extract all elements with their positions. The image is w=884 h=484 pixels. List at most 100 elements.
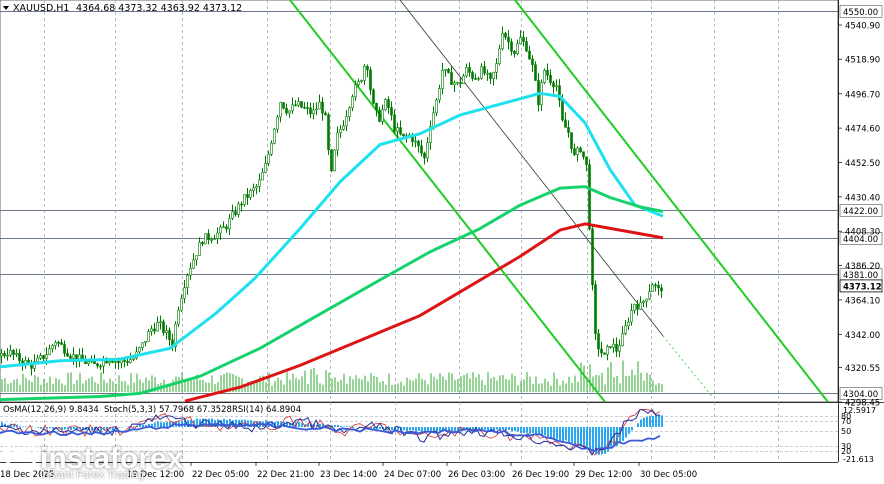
osma-histogram-bar: [496, 427, 498, 430]
osma-histogram-bar: [196, 418, 198, 427]
candle-body: [453, 82, 456, 85]
candle-body: [372, 89, 375, 104]
candle-body: [15, 353, 18, 355]
osma-histogram-bar: [352, 427, 354, 429]
channel-line[interactable]: [514, 0, 829, 403]
candle-body: [147, 331, 150, 342]
candle: [396, 122, 399, 139]
candle-body: [165, 330, 168, 334]
osma-histogram-bar: [376, 427, 378, 429]
osma-histogram-bar: [370, 427, 372, 430]
osma-histogram-bar: [505, 427, 507, 432]
candle-body: [252, 187, 255, 191]
osma-histogram-bar: [655, 414, 657, 427]
candle: [369, 66, 372, 96]
candle-body: [318, 101, 321, 110]
osma-histogram-bar: [571, 427, 573, 444]
osma-label: OsMA(12,26,9) 9.8434: [3, 405, 99, 415]
osma-histogram-bar: [292, 423, 294, 427]
osma-histogram-bar: [640, 419, 642, 427]
candle: [258, 173, 261, 193]
osma-histogram-bar: [334, 425, 336, 427]
candle-body: [495, 63, 498, 73]
candle-body: [429, 126, 432, 143]
time-tick-label: 26 Dec 19:00: [512, 470, 569, 480]
candle: [633, 303, 636, 314]
candle-body: [114, 361, 117, 363]
osma-histogram-bar: [13, 423, 15, 427]
candle-body: [420, 145, 423, 154]
candle-body: [438, 88, 441, 101]
time-tick-label: 30 Dec 05:00: [640, 470, 697, 480]
current-price-tag: [839, 279, 883, 293]
candle: [606, 344, 609, 361]
candle: [348, 106, 351, 122]
candle: [423, 151, 426, 165]
candle: [42, 355, 45, 362]
level-price-label: 4404.00: [843, 235, 878, 245]
candle-body: [129, 359, 132, 363]
osma-histogram-bar: [589, 427, 591, 450]
candle: [327, 112, 330, 155]
candle-body: [327, 114, 330, 151]
candle-body: [51, 345, 54, 350]
candle: [0, 348, 3, 364]
candle: [96, 362, 99, 369]
candle-body: [288, 110, 291, 114]
candle: [204, 233, 207, 245]
osma-histogram-bar: [160, 422, 162, 427]
osma-histogram-bar: [649, 416, 651, 427]
candle-body: [633, 304, 636, 311]
candle-body: [492, 71, 495, 79]
candle-body: [351, 96, 354, 109]
candle: [231, 204, 234, 221]
candle-body: [606, 346, 609, 355]
candle-body: [141, 342, 144, 349]
osma-histogram-bar: [550, 427, 552, 438]
triangle-down-icon[interactable]: [3, 6, 9, 10]
osma-histogram-bar: [616, 427, 618, 446]
candle: [579, 146, 582, 153]
osma-histogram-bar: [190, 419, 192, 427]
level-price-label: 4381.00: [843, 271, 878, 281]
candle: [531, 55, 534, 73]
candle-body: [564, 119, 567, 128]
candle-body: [267, 153, 270, 164]
candle: [471, 70, 474, 82]
candle-body: [435, 99, 438, 114]
candle: [426, 137, 429, 163]
candle-body: [582, 151, 585, 158]
candle-body: [222, 226, 225, 229]
osma-histogram-bar: [145, 425, 147, 427]
osma-histogram-bar: [163, 422, 165, 427]
candle-body: [384, 99, 387, 110]
osma-histogram-bar: [526, 427, 528, 433]
candle: [456, 81, 459, 86]
candle-body: [417, 140, 420, 147]
osma-histogram-bar: [40, 427, 42, 429]
time-tick-label: 22 Dec 21:00: [257, 470, 314, 480]
channel-line[interactable]: [399, 0, 664, 337]
candle-body: [627, 321, 630, 327]
candle-body: [483, 66, 486, 74]
candle-body: [96, 363, 99, 367]
candle: [135, 346, 138, 360]
candle-body: [108, 361, 111, 364]
candle-body: [45, 354, 48, 359]
candle-body: [69, 355, 72, 359]
candle: [291, 97, 294, 115]
trend-channel-lines[interactable]: [289, 0, 829, 403]
candle: [555, 79, 558, 92]
channel-line[interactable]: [289, 0, 606, 403]
candle-body: [228, 218, 231, 230]
candle: [36, 354, 39, 363]
candle: [564, 112, 567, 128]
osma-histogram-bar: [532, 427, 534, 433]
candle-body: [6, 354, 9, 357]
osma-histogram-bar: [514, 427, 516, 431]
candle: [429, 120, 432, 150]
channel-line[interactable]: [662, 335, 713, 397]
osma-histogram-bar: [562, 427, 564, 442]
candle: [144, 341, 147, 347]
